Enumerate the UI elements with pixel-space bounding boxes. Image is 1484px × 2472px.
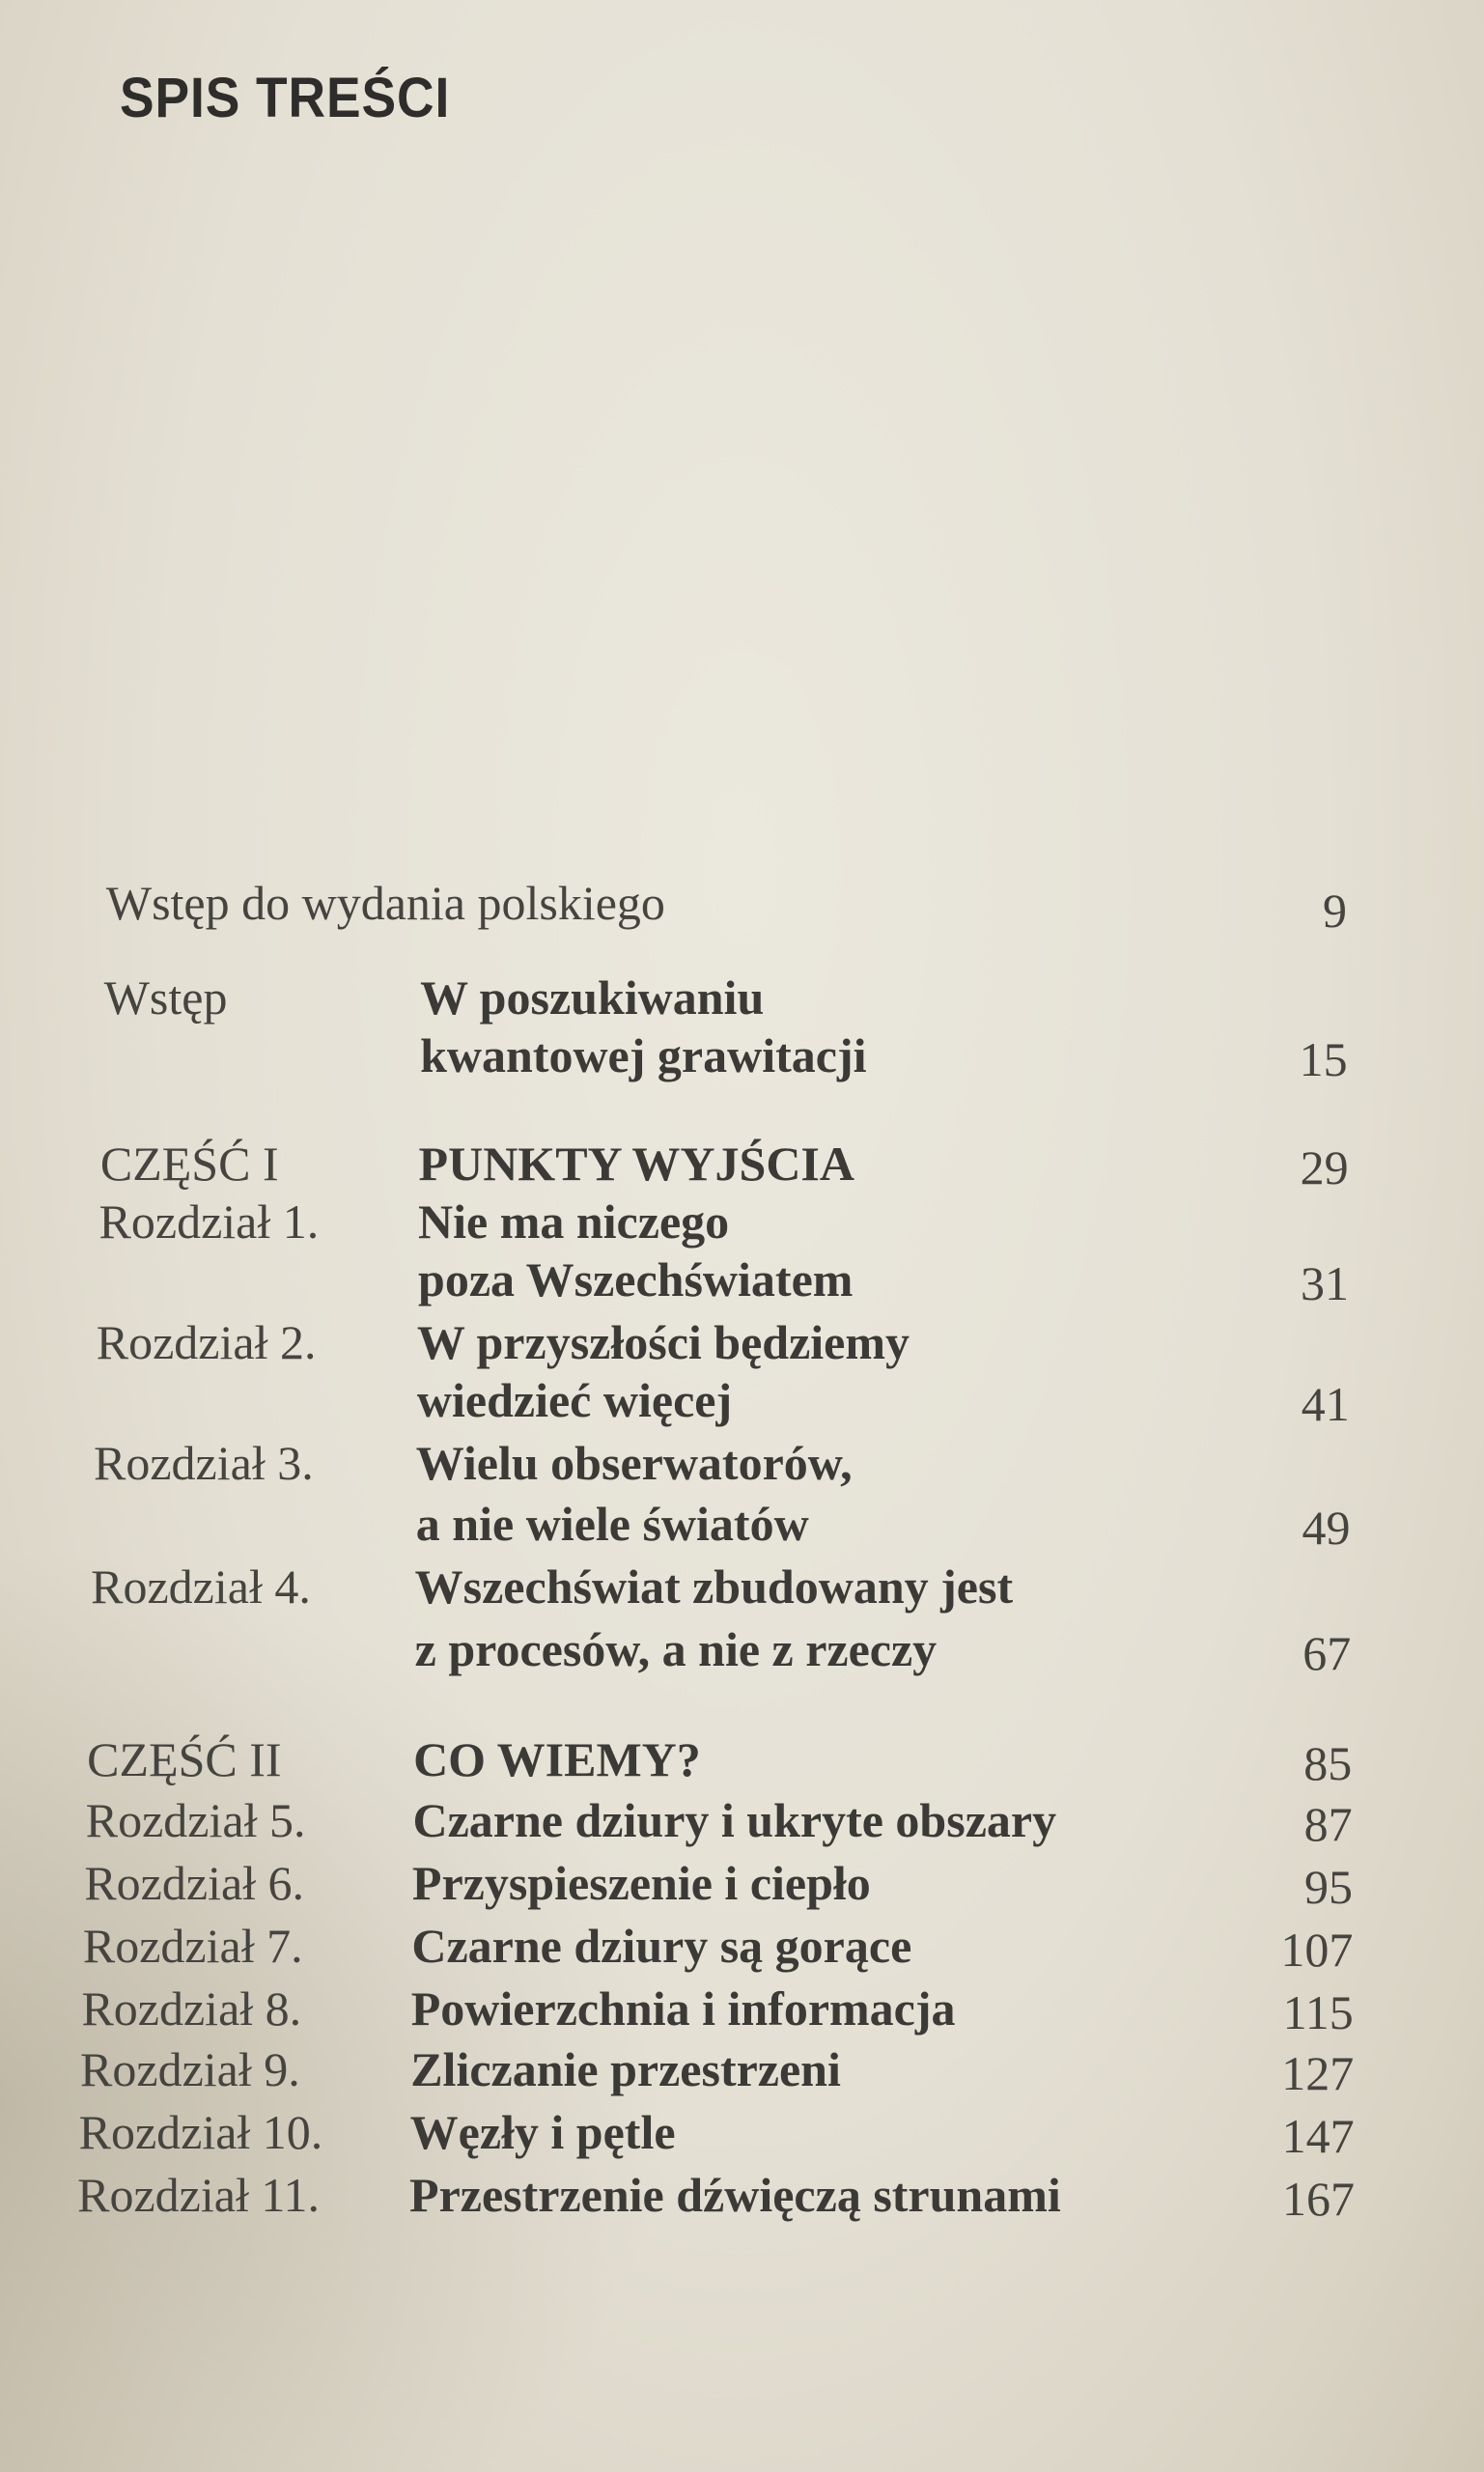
toc-entry-title: a nie wiele światów [415,1497,809,1551]
toc-entry-label: Rozdział 10. [78,2105,323,2159]
toc-entry-title: poza Wszechświatem [418,1252,854,1306]
toc-entry-title: Przyspieszenie i ciepło [411,1856,871,1910]
toc-entry-title: Wszechświat zbudowany jest [414,1559,1014,1614]
toc-entry-page: 95 [1304,1860,1354,1914]
toc-entry-page: 147 [1281,2109,1355,2163]
toc-entry-title: Nie ma niczego [418,1194,730,1249]
toc-entry-title: Przestrzenie dźwięczą strunami [409,2168,1061,2222]
toc-entry-title: W przyszłości będziemy [416,1315,910,1369]
page-title: SPIS TREŚCI [120,67,451,129]
toc-entry-title: kwantowej grawitacji [420,1028,867,1082]
toc-entry-label: Rozdział 1. [98,1194,320,1249]
toc-entry-title: CO WIEMY? [413,1732,701,1786]
toc-entry-page: 9 [1323,884,1348,938]
toc-entry-label: Rozdział 2. [96,1315,317,1369]
toc-entry-label: Rozdział 9. [80,2042,300,2096]
toc-entry-page: 29 [1300,1140,1349,1194]
toc-entry-label: Rozdział 5. [85,1793,306,1847]
toc-entry-label: Rozdział 11. [77,2168,320,2222]
toc-entry-label: Rozdział 8. [81,1981,302,2036]
toc-entry-label: CZĘŚĆ II [87,1732,282,1786]
toc-entry-page: 67 [1302,1626,1352,1680]
toc-entry-title: W poszukiwaniu [420,970,765,1025]
toc-entry-title: Powierzchnia i informacja [410,1981,956,2036]
toc-entry-title: Czarne dziury i ukryte obszary [412,1793,1057,1847]
toc-entry-title: Czarne dziury są gorące [411,1919,912,1973]
toc-entry-title: Zliczanie przestrzeni [410,2042,841,2096]
toc-entry-page: 127 [1281,2046,1355,2100]
toc-entry-label: CZĘŚĆ I [99,1137,279,1191]
toc-entry-page: 15 [1299,1032,1348,1086]
toc-entry-title: Węzły i pętle [409,2105,676,2159]
toc-entry-title: z procesów, a nie z rzeczy [414,1622,938,1676]
toc-entry-title: wiedzieć więcej [416,1373,733,1427]
toc-entry-title: Wielu obserwatorów, [415,1436,853,1490]
toc-entry-title: PUNKTY WYJŚCIA [418,1137,854,1191]
toc-entry-label: Rozdział 7. [82,1919,303,1973]
toc-entry-page: 167 [1281,2172,1355,2226]
toc-entry-page: 115 [1282,1985,1354,2039]
toc-entry-label: Wstęp do wydania polskiego [105,876,665,930]
toc-entry-page: 31 [1300,1256,1349,1310]
toc-entry-page: 107 [1280,1923,1354,1977]
toc-entry-page: 85 [1303,1736,1353,1790]
toc-entry-label: Rozdział 4. [91,1559,311,1614]
toc-entry-label: Rozdział 6. [84,1856,305,1910]
toc-entry-page: 49 [1302,1501,1351,1555]
toc-entry-page: 41 [1301,1377,1350,1431]
toc-entry-page: 87 [1303,1797,1353,1851]
toc-entry-label: Rozdział 3. [94,1436,314,1490]
toc-entry-label: Wstęp [103,970,228,1025]
